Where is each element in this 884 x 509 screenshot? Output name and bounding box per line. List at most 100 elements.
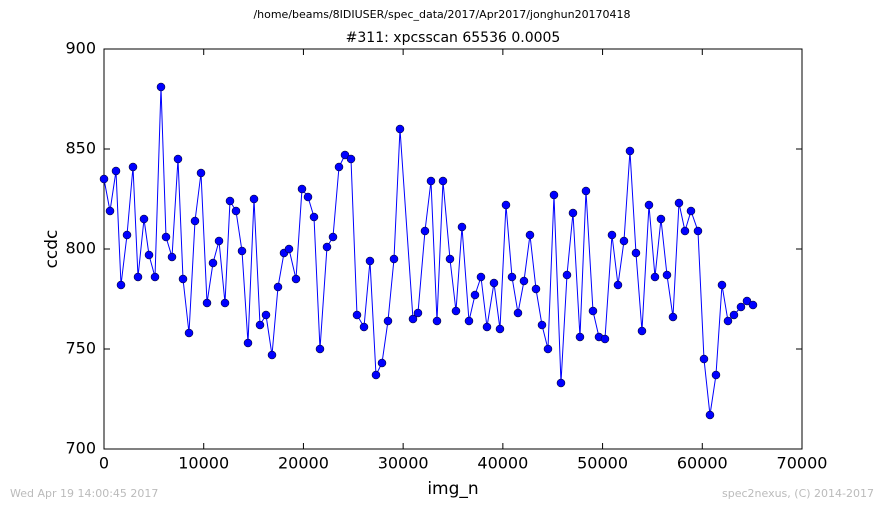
data-point xyxy=(600,334,610,344)
data-point xyxy=(426,176,436,186)
data-point xyxy=(519,276,529,286)
data-point xyxy=(729,310,739,320)
data-point xyxy=(575,332,585,342)
data-point xyxy=(208,258,218,268)
data-point xyxy=(625,146,635,156)
data-point xyxy=(309,212,319,222)
data-point xyxy=(144,250,154,260)
data-point xyxy=(723,316,733,326)
data-point xyxy=(178,274,188,284)
data-point xyxy=(315,344,325,354)
data-point xyxy=(525,230,535,240)
credit: spec2nexus, (C) 2014-2017 xyxy=(722,487,874,500)
data-point xyxy=(650,272,660,282)
data-point xyxy=(662,270,672,280)
data-point xyxy=(99,174,109,184)
data-point xyxy=(133,272,143,282)
x-tick-label: 0 xyxy=(99,454,109,473)
data-point xyxy=(531,284,541,294)
y-tick-label: 850 xyxy=(65,139,96,158)
x-tick-label: 10000 xyxy=(178,454,229,473)
data-point xyxy=(116,280,126,290)
data-point xyxy=(476,272,486,282)
data-point xyxy=(537,320,547,330)
data-point xyxy=(644,200,654,210)
data-point xyxy=(562,270,572,280)
data-point xyxy=(389,254,399,264)
data-point xyxy=(284,244,294,254)
data-point xyxy=(231,206,241,216)
data-point xyxy=(297,184,307,194)
data-point xyxy=(150,272,160,282)
x-tick-label: 30000 xyxy=(378,454,429,473)
x-axis-label: img_n xyxy=(427,479,478,499)
data-point xyxy=(105,206,115,216)
data-point xyxy=(139,214,149,224)
data-point xyxy=(196,168,206,178)
data-point xyxy=(464,316,474,326)
data-point xyxy=(631,248,641,258)
data-point xyxy=(267,350,277,360)
timestamp: Wed Apr 19 14:00:45 2017 xyxy=(10,487,158,500)
data-point xyxy=(451,306,461,316)
data-point xyxy=(111,166,121,176)
data-point xyxy=(173,154,183,164)
data-point xyxy=(352,310,362,320)
data-point xyxy=(489,278,499,288)
data-point xyxy=(156,82,166,92)
data-point xyxy=(243,338,253,348)
y-tick-label: 750 xyxy=(65,339,96,358)
data-point xyxy=(340,150,350,160)
data-point xyxy=(255,320,265,330)
x-tick-label: 70000 xyxy=(777,454,828,473)
data-point xyxy=(371,370,381,380)
data-point xyxy=(122,230,132,240)
data-point xyxy=(680,226,690,236)
data-point xyxy=(736,302,746,312)
x-tick-label: 20000 xyxy=(278,454,329,473)
data-point xyxy=(377,358,387,368)
data-point xyxy=(167,252,177,262)
data-point xyxy=(359,322,369,332)
y-tick-label: 900 xyxy=(65,39,96,58)
data-point xyxy=(711,370,721,380)
y-tick-label: 700 xyxy=(65,439,96,458)
data-point xyxy=(507,272,517,282)
y-tick-label: 800 xyxy=(65,239,96,258)
data-point xyxy=(220,298,230,308)
data-point xyxy=(674,198,684,208)
data-point xyxy=(291,274,301,284)
x-tick-label: 40000 xyxy=(477,454,528,473)
data-point xyxy=(607,230,617,240)
data-point xyxy=(346,154,356,164)
data-point xyxy=(668,312,678,322)
data-point xyxy=(334,162,344,172)
chart-title: #311: xpcsscan 65536 0.0005 xyxy=(346,30,561,46)
data-point xyxy=(365,256,375,266)
data-point xyxy=(513,308,523,318)
data-point xyxy=(303,192,313,202)
data-point xyxy=(686,206,696,216)
x-tick-label: 50000 xyxy=(577,454,628,473)
data-point xyxy=(445,254,455,264)
data-point xyxy=(395,124,405,134)
data-point xyxy=(273,282,283,292)
data-point xyxy=(237,246,247,256)
data-point xyxy=(495,324,505,334)
data-point xyxy=(383,316,393,326)
data-point xyxy=(568,208,578,218)
data-point xyxy=(202,298,212,308)
suptitle: /home/beams/8IDIUSER/spec_data/2017/Apr2… xyxy=(253,8,630,21)
data-point xyxy=(322,242,332,252)
data-point xyxy=(619,236,629,246)
data-point xyxy=(482,322,492,332)
data-point xyxy=(438,176,448,186)
plot-frame xyxy=(103,48,803,450)
y-axis-label: ccdc xyxy=(42,230,62,269)
data-point xyxy=(656,214,666,224)
data-point xyxy=(128,162,138,172)
data-point xyxy=(249,194,259,204)
data-point xyxy=(214,236,224,246)
data-point xyxy=(328,232,338,242)
data-point xyxy=(748,300,758,310)
